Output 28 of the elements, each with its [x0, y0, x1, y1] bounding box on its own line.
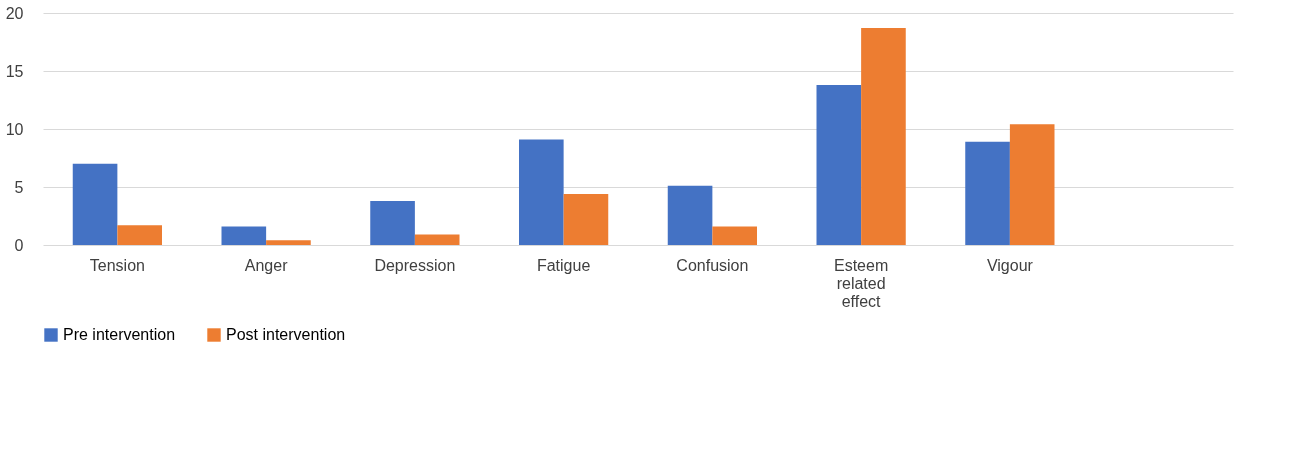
bar [519, 139, 564, 245]
bar [965, 141, 1010, 245]
y-tick-label: 5 [14, 178, 24, 196]
bar [117, 225, 162, 245]
x-tick-label: Anger [244, 256, 289, 274]
bar [667, 185, 713, 245]
bar [72, 163, 118, 245]
x-tick-label: Esteem related effect [834, 256, 889, 310]
y-tick-label: 0 [14, 236, 24, 254]
x-tick-label: Fatigue [536, 256, 591, 274]
bar [712, 226, 757, 245]
legend-label: Pre intervention [63, 326, 176, 343]
x-tick-label: Tension [89, 256, 145, 274]
bar [266, 240, 311, 245]
legend-label: Post intervention [226, 326, 346, 343]
bar [861, 28, 906, 245]
bar [563, 193, 609, 245]
y-tick-label: 20 [5, 4, 24, 22]
bar [370, 200, 415, 245]
bar [816, 84, 862, 245]
x-tick-label: Depression [374, 256, 456, 274]
y-tick-label: 10 [5, 120, 24, 138]
x-tick-label: Confusion [676, 256, 749, 274]
x-tick-label: Vigour [986, 256, 1034, 274]
bar [414, 234, 460, 245]
bar [1009, 124, 1055, 245]
bar [221, 226, 267, 245]
y-tick-label: 15 [5, 62, 24, 80]
